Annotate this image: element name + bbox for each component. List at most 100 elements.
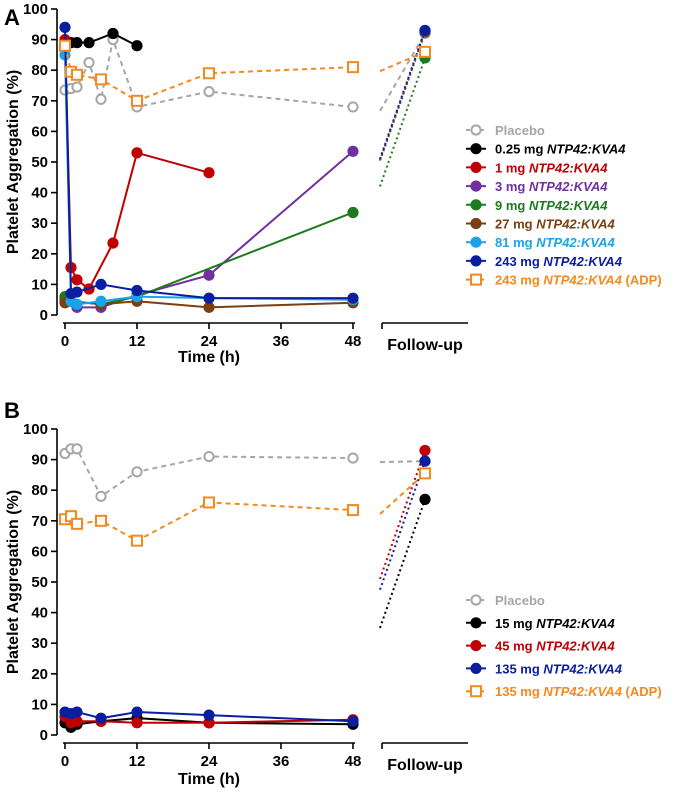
panel-letter: A [4, 5, 20, 30]
series-d15 [59, 493, 431, 733]
x-tick-label: 12 [129, 753, 146, 770]
series-d135adp [59, 467, 431, 547]
y-tick-label: 10 [31, 276, 48, 293]
followup-connector [379, 50, 426, 73]
data-point [347, 715, 359, 727]
series-line [64, 39, 210, 291]
data-point [203, 167, 215, 179]
legend-label: 27 mg NTP42:KVA4 [495, 217, 615, 232]
legend-label-part: Placebo [495, 123, 545, 138]
legend-label-part: NTP42:KVA4 [543, 273, 622, 288]
series-d9 [59, 52, 431, 310]
data-point [203, 292, 215, 304]
y-tick-label: 100 [23, 421, 48, 438]
legend-swatch-marker [470, 180, 482, 192]
legend-label: 243 mg NTP42:KVA4 (ADP) [495, 273, 662, 288]
data-point [59, 39, 71, 52]
legend-label-part: NTP42:KVA4 [543, 661, 622, 676]
series-d81 [59, 24, 431, 310]
data-point [131, 706, 143, 718]
legend-swatch-marker [470, 217, 482, 230]
y-tick-label: 80 [31, 482, 48, 499]
x-tick-label: 48 [345, 753, 362, 770]
data-point [95, 490, 107, 502]
legend-label: 0.25 mg NTP42:KVA4 [495, 142, 626, 157]
followup-point [419, 24, 431, 37]
data-point [203, 301, 215, 313]
legend-label: 9 mg NTP42:KVA4 [495, 198, 608, 213]
data-point [95, 93, 107, 105]
legend-item-d3: 3 mg NTP42:KVA4 [466, 179, 608, 194]
legend-label: 81 mg NTP42:KVA4 [495, 235, 615, 250]
data-point [203, 496, 215, 509]
data-point [95, 73, 107, 86]
legend-item-d1: 1 mg NTP42:KVA4 [466, 160, 608, 175]
legend-item-d15: 15 mg NTP42:KVA4 [466, 616, 615, 631]
x-axis-title: Time (h) [178, 771, 240, 788]
y-tick-label: 50 [31, 154, 48, 171]
legend-label-part: (ADP) [622, 684, 662, 699]
panel-a-chart: A 0 10 20 30 40 50 60 70 80 90 100 Platelet Aggregat… [4, 1, 662, 366]
legend-swatch-marker [470, 685, 482, 698]
legend-label: 15 mg NTP42:KVA4 [495, 616, 615, 631]
data-point [83, 56, 95, 69]
legend-swatch-marker [470, 617, 482, 629]
panel-letter: B [4, 398, 20, 423]
data-point [95, 514, 107, 527]
followup-connector [379, 460, 426, 464]
legend-item-d135adp: 135 mg NTP42:KVA4 (ADP) [466, 684, 662, 699]
panel-b-chart: B 0 10 20 30 40 50 60 70 80 90 100 Platelet Aggregat… [4, 398, 662, 788]
data-point [107, 237, 119, 249]
data-point [203, 86, 215, 98]
data-point [71, 286, 83, 298]
y-tick-label: 50 [31, 574, 48, 591]
data-point [203, 67, 215, 80]
legend-item-d45: 45 mg NTP42:KVA4 [466, 639, 615, 654]
data-point [347, 504, 359, 517]
y-tick-label: 100 [23, 1, 48, 18]
legend-label: 243 mg NTP42:KVA4 [495, 254, 623, 269]
legend-label-part: 135 mg [495, 684, 543, 699]
followup-connector [379, 450, 426, 580]
followup-connector [379, 460, 426, 590]
followup-label: Follow-up [387, 337, 463, 354]
legend-label-part: 15 mg [495, 616, 536, 631]
y-tick-label: 60 [31, 123, 48, 140]
legend-label-part: 45 mg [495, 639, 536, 654]
legend-label-part: 243 mg [495, 273, 543, 288]
followup-point [419, 455, 431, 467]
followup-connector [379, 472, 426, 515]
y-tick-label: 20 [31, 666, 48, 683]
followup-connector [379, 32, 426, 112]
series-d45 [59, 444, 431, 729]
data-point [131, 284, 143, 297]
legend-swatch-marker [470, 199, 482, 211]
y-tick-label: 80 [31, 62, 48, 79]
y-tick-label: 10 [31, 696, 48, 713]
legend-swatch-marker [470, 236, 482, 248]
legend-label-part: 9 mg [495, 198, 529, 213]
x-tick-label: 12 [129, 333, 146, 350]
followup-point [419, 444, 431, 457]
legend-label-part: 0.25 mg [495, 142, 547, 157]
legend-swatch-marker [470, 143, 482, 155]
legend-label: 135 mg NTP42:KVA4 (ADP) [495, 684, 662, 699]
data-point [71, 443, 83, 455]
legend-item-placebo: Placebo [466, 593, 545, 608]
legend-item-d135: 135 mg NTP42:KVA4 [466, 661, 623, 676]
data-point [347, 145, 359, 157]
followup-point [419, 493, 431, 505]
x-tick-label: 48 [345, 333, 362, 350]
followup-connector [379, 30, 426, 160]
x-tick-label: 24 [201, 333, 218, 350]
followup-point [419, 467, 431, 480]
legend-label-part: NTP42:KVA4 [536, 639, 615, 654]
y-tick-label: 30 [31, 635, 48, 652]
legend-label: Placebo [495, 593, 545, 608]
y-tick-label: 40 [31, 605, 48, 622]
legend-label-part: Placebo [495, 593, 545, 608]
y-tick-label: 70 [31, 513, 48, 530]
legend-label-part: (ADP) [622, 273, 662, 288]
data-point [95, 712, 107, 724]
y-axis-title: Platelet Aggregation (%) [5, 490, 22, 674]
